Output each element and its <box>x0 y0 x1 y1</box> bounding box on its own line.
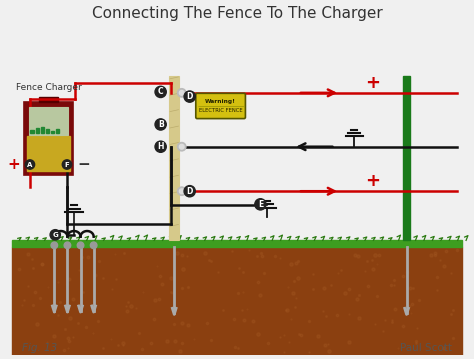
Circle shape <box>51 242 57 248</box>
Bar <box>46 129 49 134</box>
Circle shape <box>91 242 97 248</box>
Circle shape <box>177 187 186 195</box>
Text: D: D <box>186 92 193 101</box>
Text: Fig. 13: Fig. 13 <box>21 343 57 353</box>
Text: A: A <box>27 162 33 168</box>
Circle shape <box>255 199 266 210</box>
Bar <box>38 97 58 102</box>
Circle shape <box>179 144 184 149</box>
Bar <box>12 247 462 355</box>
Circle shape <box>77 242 84 248</box>
Circle shape <box>62 160 72 169</box>
Text: +: + <box>7 157 20 172</box>
Bar <box>28 107 68 135</box>
Circle shape <box>177 143 186 151</box>
Circle shape <box>155 119 166 130</box>
Bar <box>56 129 59 134</box>
Bar <box>41 127 44 134</box>
Text: G: G <box>52 232 58 238</box>
Bar <box>36 128 39 134</box>
Text: D: D <box>186 187 193 196</box>
Text: +: + <box>365 74 380 92</box>
FancyBboxPatch shape <box>196 93 246 118</box>
Text: F: F <box>64 162 69 168</box>
Text: +: + <box>365 172 380 190</box>
Bar <box>27 136 70 171</box>
Circle shape <box>184 91 195 102</box>
Text: C: C <box>158 87 164 97</box>
Bar <box>24 102 73 175</box>
Text: Connecting The Fence To The Charger: Connecting The Fence To The Charger <box>91 6 383 21</box>
Bar <box>403 76 410 241</box>
Circle shape <box>155 141 166 152</box>
Bar <box>30 130 34 134</box>
Text: −: − <box>77 157 90 172</box>
Bar <box>12 241 462 247</box>
Bar <box>51 131 55 134</box>
Circle shape <box>50 230 60 240</box>
Text: Fence Charger: Fence Charger <box>16 83 82 92</box>
Circle shape <box>177 89 186 97</box>
Text: B: B <box>158 120 164 129</box>
Circle shape <box>155 86 166 98</box>
Text: H: H <box>157 142 164 151</box>
Circle shape <box>64 242 71 248</box>
Circle shape <box>179 90 184 95</box>
Bar <box>169 76 179 241</box>
Circle shape <box>184 186 195 197</box>
Text: ELECTRIC FENCE: ELECTRIC FENCE <box>199 107 242 112</box>
Text: Warning!: Warning! <box>205 98 236 103</box>
Circle shape <box>25 160 35 169</box>
Circle shape <box>179 189 184 194</box>
Text: E: E <box>258 200 263 209</box>
Circle shape <box>256 201 264 210</box>
Text: Paul Scott: Paul Scott <box>401 343 453 353</box>
